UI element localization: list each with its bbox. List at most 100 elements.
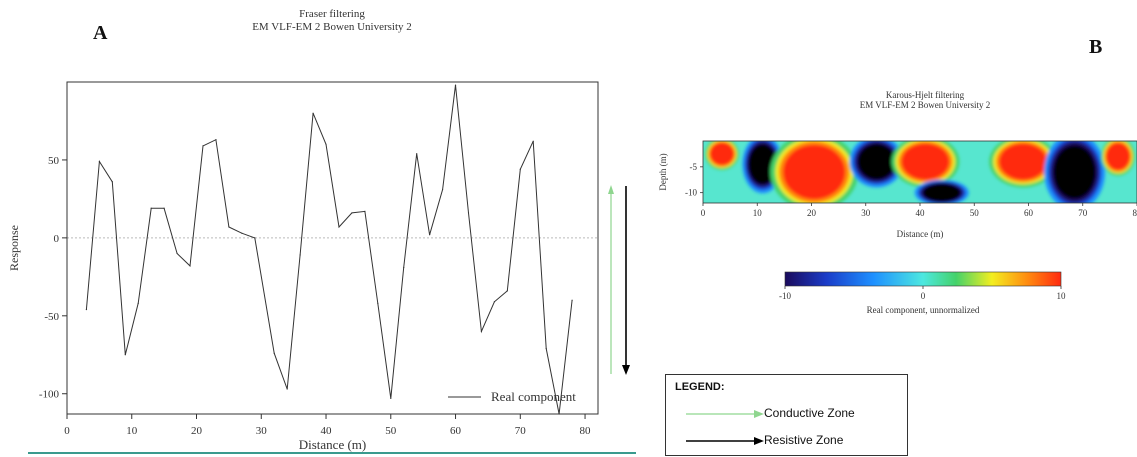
data-point — [377, 302, 379, 304]
data-point — [111, 181, 113, 183]
data-point — [98, 160, 100, 163]
x-tick-label: 40 — [321, 425, 333, 437]
resistive-legend-label: Resistive Zone — [764, 433, 844, 447]
data-point — [299, 254, 301, 256]
heatmap-x-tick-label: 40 — [916, 208, 926, 218]
heatmap-x-tick-label: 80 — [1133, 208, 1137, 218]
x-tick-label: 60 — [450, 425, 462, 437]
fraser-line-chart: 0 10 20 30 40 50 60 70 80 -100 -50 0 50 Distance (m)… — [7, 81, 599, 452]
x-tick-label: 10 — [126, 425, 138, 437]
resistive-anomaly — [1053, 145, 1096, 199]
data-point — [85, 308, 88, 311]
chart-a-x-axis-label: Distance (m) — [299, 437, 367, 452]
conductive-anomaly — [999, 143, 1047, 180]
x-tick-label: 50 — [385, 425, 397, 437]
data-point — [124, 354, 126, 356]
data-point — [441, 188, 444, 191]
data-point — [254, 237, 256, 239]
data-point — [150, 207, 152, 209]
conductive-arrow-head — [608, 185, 614, 194]
legend-box: LEGEND: Conductive Zone Resistive Zone — [665, 374, 908, 456]
data-point — [176, 252, 178, 255]
panel-b-letter: B — [1089, 36, 1103, 58]
legend-heading: LEGEND: — [675, 381, 725, 393]
data-point — [493, 301, 495, 303]
heatmap-x-tick-label: 10 — [753, 208, 763, 218]
data-point — [312, 112, 314, 114]
conductive-anomaly — [1106, 142, 1130, 171]
chart-a-legend-label: Real component — [491, 389, 576, 404]
data-point — [228, 226, 230, 228]
karous-hjelt-heatmap: 0 10 20 30 40 50 60 70 80 -5 -10 Distance (m) Dept… — [658, 140, 1137, 315]
x-tick-label: 70 — [515, 425, 527, 437]
data-point — [454, 84, 457, 86]
x-tick-label: 20 — [191, 425, 203, 437]
bottom-divider — [28, 452, 636, 454]
colorbar — [784, 271, 1062, 287]
data-point — [273, 352, 275, 354]
resistive-anomaly — [923, 183, 961, 202]
data-point — [137, 302, 139, 304]
chart-a-subtitle: EM VLF-EM 2 Bowen University 2 — [252, 21, 412, 33]
data-point — [325, 143, 327, 145]
heatmap-x-tick-label: 70 — [1078, 208, 1088, 218]
y-tick-label: 50 — [48, 155, 60, 167]
data-point — [286, 388, 288, 390]
heatmap-x-tick-label: 30 — [861, 208, 871, 218]
conductive-legend-label: Conductive Zone — [764, 406, 855, 420]
heatmap-y-tick-label: -10 — [685, 188, 697, 198]
data-point — [467, 212, 470, 214]
colorbar-label: Real component, unnormalized — [867, 305, 980, 315]
panel-a-letter: A — [93, 22, 108, 44]
conductive-anomaly — [901, 143, 950, 180]
heatmap-y-tick-label: -5 — [690, 162, 698, 172]
conductive-legend-arrow — [686, 410, 764, 418]
data-point — [215, 139, 217, 141]
conductive-anomaly — [710, 142, 734, 166]
x-tick-label: 30 — [256, 425, 268, 437]
resistive-anomaly — [748, 144, 777, 185]
heatmap-x-tick-label: 60 — [1024, 208, 1034, 218]
conductive-anomaly — [783, 144, 846, 200]
data-point — [202, 145, 204, 147]
resistive-arrow-head — [622, 365, 630, 375]
chart-a-y-axis-label: Response — [7, 225, 21, 271]
heatmap-x-tick-label: 0 — [701, 208, 706, 218]
data-point — [364, 210, 366, 212]
data-point — [558, 413, 560, 415]
x-tick-label: 80 — [580, 425, 592, 437]
chart-b-x-axis-label: Distance (m) — [897, 229, 944, 239]
data-point — [429, 234, 431, 236]
colorbar-tick-label: -10 — [779, 291, 791, 301]
data-point — [480, 330, 483, 332]
chart-b-title: Karous-Hjelt filtering — [885, 90, 965, 100]
data-point — [532, 140, 534, 142]
y-tick-label: -50 — [44, 311, 59, 323]
real-component-line — [85, 85, 573, 415]
chart-b-y-axis-label: Depth (m) — [658, 153, 668, 190]
data-point — [351, 212, 353, 214]
data-point — [189, 265, 191, 267]
chart-b-subtitle: EM VLF-EM 2 Bowen University 2 — [859, 100, 991, 110]
data-point — [163, 207, 165, 209]
data-point — [545, 347, 547, 350]
data-point — [519, 168, 521, 170]
resistive-anomaly — [857, 143, 896, 180]
y-tick-label: 0 — [54, 233, 60, 245]
resistive-legend-arrow — [686, 437, 764, 445]
data-point — [571, 299, 573, 301]
zone-arrows — [608, 185, 630, 375]
data-point — [416, 153, 418, 155]
chart-a-title: Fraser filtering — [299, 8, 365, 20]
data-point — [338, 226, 340, 228]
chart-a-plot-frame — [66, 81, 599, 415]
colorbar-tick-label: 0 — [921, 291, 926, 301]
heatmap-x-tick-label: 50 — [970, 208, 980, 218]
y-tick-label: -100 — [39, 389, 60, 401]
heatmap-x-tick-label: 20 — [807, 208, 817, 218]
data-point — [506, 290, 508, 292]
data-point — [241, 232, 243, 234]
x-tick-label: 0 — [64, 425, 70, 437]
data-point — [403, 266, 405, 269]
data-point — [390, 397, 392, 400]
